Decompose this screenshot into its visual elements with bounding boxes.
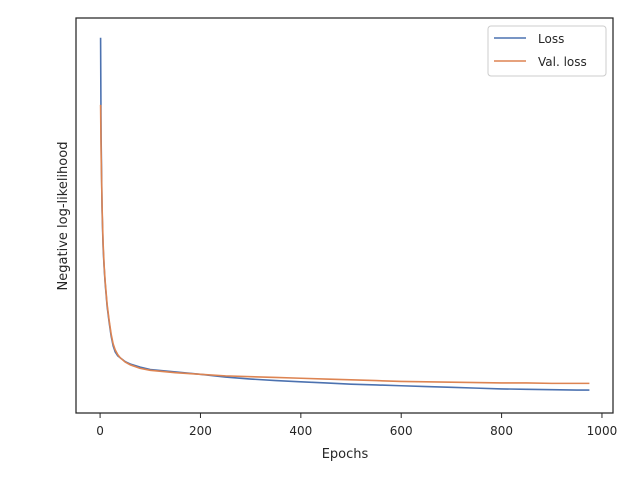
x-tick-label-1000: 1000 (587, 424, 618, 438)
x-tick-label-200: 200 (189, 424, 212, 438)
x-tick-label-0: 0 (96, 424, 104, 438)
series-layer (99, 37, 590, 391)
y-axis-label: Negative log-likelihood (56, 142, 71, 291)
x-axis-label: Epochs (322, 447, 369, 462)
x-tick-label-400: 400 (289, 424, 312, 438)
legend-label-loss: Loss (538, 32, 564, 46)
legend-label-val-loss: Val. loss (538, 55, 587, 69)
x-tick-label-800: 800 (490, 424, 513, 438)
x-axis-ticks: 0 200 400 600 800 1000 (96, 413, 617, 438)
series-line-val-loss (99, 104, 590, 385)
legend: Loss Val. loss (487, 25, 607, 77)
x-tick-label-600: 600 (390, 424, 413, 438)
plot-frame (75, 17, 614, 414)
